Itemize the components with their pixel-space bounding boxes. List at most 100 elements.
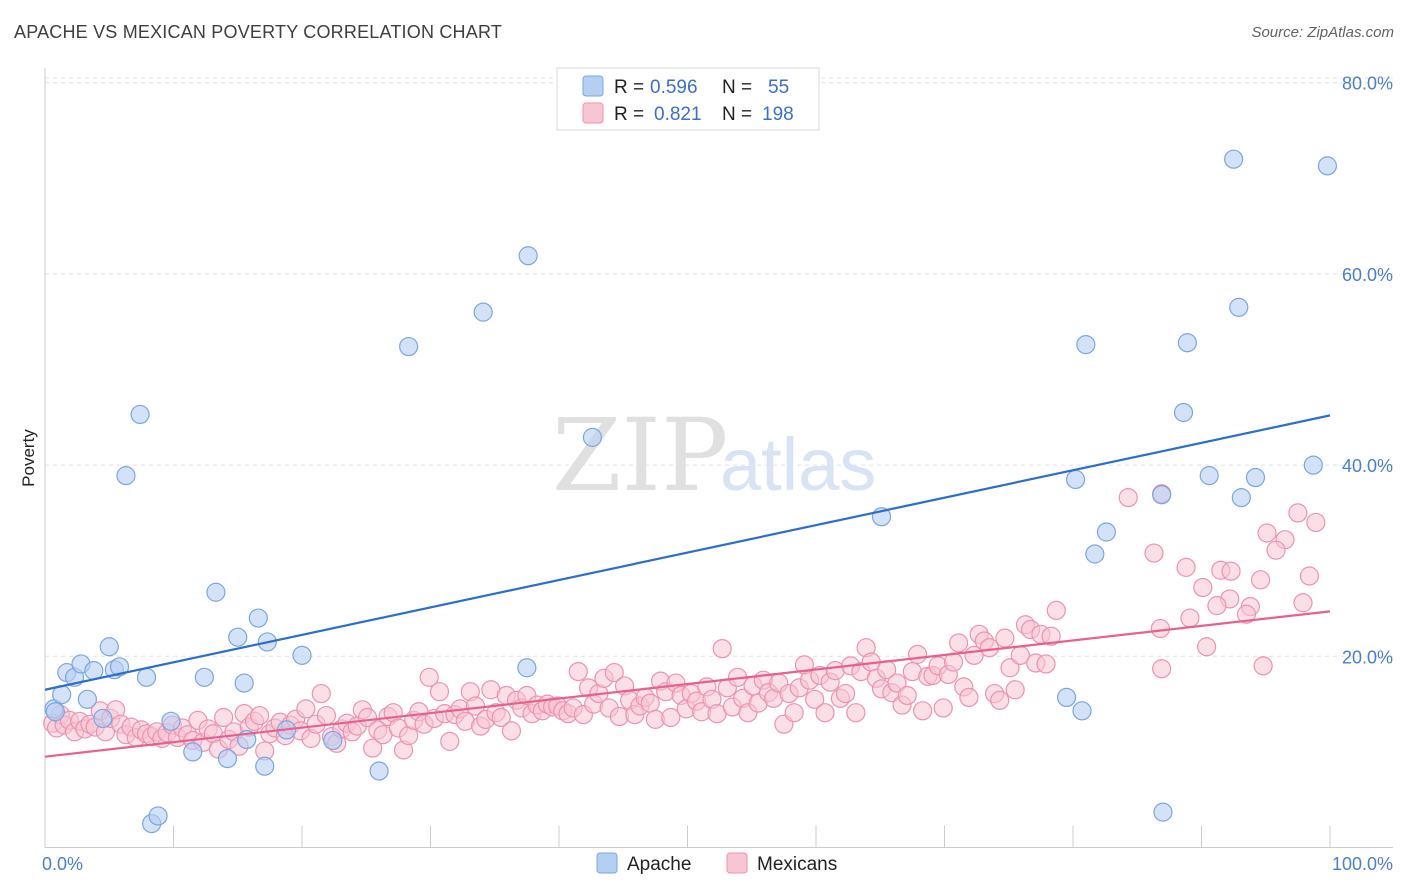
apache-point — [518, 246, 538, 266]
mexicans-point — [1144, 543, 1164, 563]
chart-title: APACHE VS MEXICAN POVERTY CORRELATION CH… — [14, 22, 503, 42]
apache-point — [473, 302, 493, 322]
apache-point — [77, 689, 98, 709]
apache-point — [148, 806, 168, 826]
apache-point — [248, 608, 268, 628]
mexicans-point — [1000, 658, 1020, 678]
watermark: ZIP atlas — [552, 397, 876, 514]
mexicans-point — [835, 683, 856, 704]
source-label: Source: ZipAtlas.com — [1251, 24, 1394, 41]
apache-point — [130, 404, 150, 425]
apache-point — [1199, 466, 1219, 486]
watermark-atlas: atlas — [720, 423, 876, 506]
mexicans-point — [1207, 596, 1227, 616]
legend-r-value-apache: 0.596 — [650, 77, 698, 98]
y-tick-label: 40.0% — [1342, 456, 1393, 476]
mexicans-point — [316, 705, 337, 726]
apache-point — [234, 673, 254, 693]
mexicans-point — [913, 701, 933, 721]
mexicans-point — [1005, 680, 1025, 700]
apache-point — [136, 667, 157, 687]
mexicans-point — [949, 633, 969, 653]
mexicans-point — [1041, 626, 1061, 646]
y-tick-label: 80.0% — [1342, 74, 1393, 94]
legend-r-label-apache: R = — [614, 77, 644, 98]
apache-point — [1153, 802, 1173, 822]
apache-point — [206, 582, 226, 602]
apache-point — [194, 667, 214, 687]
mexicans-point — [429, 682, 450, 702]
apache-points — [44, 149, 1338, 834]
mexicans-trend-line — [44, 610, 1331, 758]
mexicans-point — [959, 687, 979, 708]
legend-swatch-apache — [582, 75, 604, 97]
apache-trend-line — [44, 414, 1331, 691]
mexicans-point — [1253, 656, 1273, 676]
mexicans-point — [1288, 503, 1308, 523]
apache-point — [255, 756, 275, 776]
legend-r-value-mexicans: 0.821 — [654, 104, 702, 125]
mexicans-point — [815, 703, 835, 723]
mexicans-point — [491, 707, 511, 728]
mexicans-point — [214, 707, 234, 728]
bottom-legend-apache: Apache — [627, 854, 691, 875]
apache-point — [399, 336, 419, 357]
legend-n-label-apache: N = — [722, 77, 752, 98]
legend-r-label-mexicans: R = — [614, 104, 644, 125]
apache-point — [1231, 488, 1251, 508]
mexicans-point — [933, 698, 953, 718]
series-legend: Apache Mexicans — [596, 852, 837, 875]
bottom-legend-swatch-apache — [596, 852, 618, 874]
trend-lines — [44, 414, 1331, 758]
mexicans-point — [640, 693, 660, 713]
apache-point — [1303, 455, 1323, 475]
mexicans-point — [805, 689, 825, 709]
mexicans-point — [661, 707, 681, 728]
mexicans-point — [1046, 600, 1066, 621]
mexicans-point — [1197, 637, 1217, 657]
apache-point — [1224, 149, 1244, 169]
mexicans-point — [1266, 540, 1286, 560]
mexicans-point — [995, 628, 1015, 648]
watermark-zip: ZIP — [552, 397, 728, 514]
mexicans-point — [568, 661, 588, 682]
mexicans-point — [990, 690, 1010, 710]
apache-point — [116, 466, 136, 486]
legend-n-label-mexicans: N = — [722, 104, 752, 125]
mexicans-point — [1193, 577, 1213, 598]
apache-point — [99, 637, 119, 657]
apache-point — [1085, 544, 1105, 564]
apache-point — [109, 657, 130, 677]
mexicans-point — [712, 639, 732, 659]
mexicans-point — [846, 703, 866, 723]
mexicans-point — [1221, 561, 1241, 581]
mexicans-point — [907, 644, 928, 664]
apache-point — [323, 730, 343, 751]
mexicans-point — [897, 685, 917, 706]
bottom-legend-swatch-mexicans — [726, 852, 748, 874]
apache-point — [1177, 333, 1197, 353]
mexicans-point — [363, 738, 383, 758]
mexicans-point — [357, 707, 378, 728]
mexicans-point — [1299, 566, 1320, 586]
x-tick-label-max: 100.0% — [1332, 854, 1393, 874]
mexicans-point — [1118, 488, 1138, 508]
apache-point — [228, 627, 248, 647]
apache-point — [517, 658, 537, 678]
apache-point — [1229, 297, 1249, 317]
mexicans-point — [440, 731, 460, 751]
mexicans-point — [887, 673, 907, 693]
mexicans-points — [43, 484, 1326, 761]
mexicans-point — [1306, 512, 1326, 533]
y-tick-label: 60.0% — [1342, 265, 1393, 285]
mexicans-point — [604, 662, 624, 683]
apache-point — [183, 742, 203, 762]
apache-point — [1317, 156, 1338, 176]
correlation-legend: R = 0.596 N = 55 R = 0.821 N = 198 — [556, 67, 820, 131]
apache-point — [45, 702, 65, 722]
apache-point — [1056, 687, 1077, 708]
mexicans-point — [1176, 557, 1196, 577]
apache-point — [1152, 485, 1172, 505]
mexicans-point — [1257, 523, 1277, 543]
